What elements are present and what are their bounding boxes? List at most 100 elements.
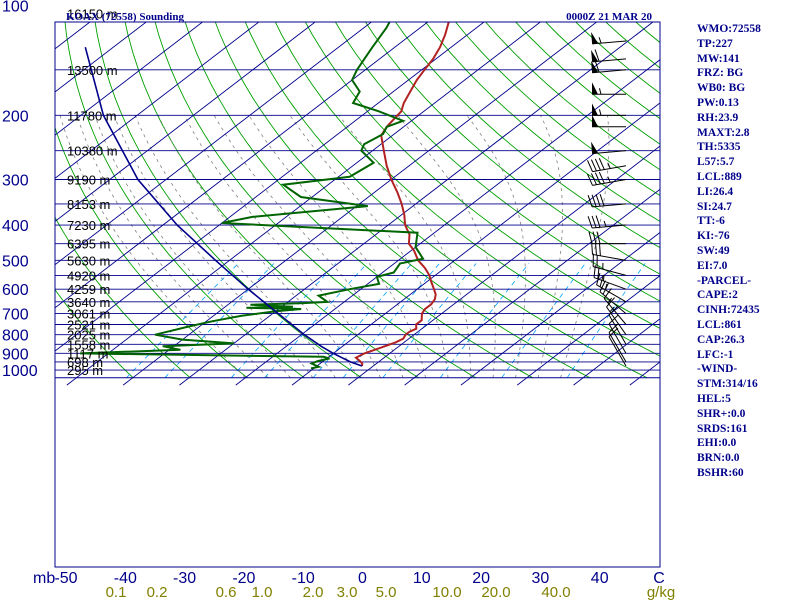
barb-staff xyxy=(608,336,627,367)
isotherm xyxy=(55,22,147,93)
wind-barb xyxy=(592,82,626,95)
mixing-ratio-tick-label: 5.0 xyxy=(376,584,397,600)
barb-pennant xyxy=(592,114,598,127)
barb-half-flag xyxy=(607,176,611,183)
isotherm xyxy=(66,22,542,386)
barb-flag xyxy=(603,288,612,299)
sounding-index: PW:0.13 xyxy=(697,96,739,109)
height-label: 698 m xyxy=(67,355,103,370)
dewpoint-trace xyxy=(80,22,425,370)
grid-layer xyxy=(55,22,660,386)
temperature-tick-label: 0 xyxy=(358,570,367,587)
pressure-tick-label: 900 xyxy=(2,346,29,363)
barb-flag xyxy=(599,193,605,206)
barb-flag xyxy=(599,274,604,287)
temperature-tick-label: C xyxy=(653,570,665,587)
barb-flag xyxy=(593,265,596,278)
barb-flag xyxy=(595,194,601,207)
mixing-ratio-line xyxy=(312,263,413,379)
isotherm xyxy=(55,22,429,309)
moist-adiabat xyxy=(113,115,314,379)
sounding-index: -WIND- xyxy=(697,363,738,376)
dry-adiabat xyxy=(424,22,660,222)
barb-staff xyxy=(599,291,627,314)
sounding-index: TT:-6 xyxy=(697,215,725,228)
chart-datetime: 0000Z 21 MAR 20 xyxy=(566,11,652,23)
sounding-index: MAXT:2.8 xyxy=(697,126,750,139)
barb-staff xyxy=(592,224,627,229)
sounding-index: LFC:-1 xyxy=(697,348,734,361)
barb-flag xyxy=(587,216,593,229)
barb-flag xyxy=(608,314,619,325)
barb-flag xyxy=(606,297,615,308)
mixing-ratio-tick-label: 0.6 xyxy=(216,584,237,600)
moist-adiabat xyxy=(248,115,426,378)
temperature-tick-label: -50 xyxy=(54,570,77,587)
pressure-tick-label: 300 xyxy=(2,172,29,189)
isotherm xyxy=(235,59,660,386)
barb-staff xyxy=(608,314,627,345)
mixing-ratio-tick-label: 40.0 xyxy=(541,584,570,600)
moist-adiabat xyxy=(560,115,610,378)
barb-flag xyxy=(598,158,605,170)
pressure-tick-label: 500 xyxy=(2,253,29,270)
moist-adiabat xyxy=(134,115,336,379)
barb-flag xyxy=(591,242,594,255)
sounding-index: HEL:5 xyxy=(697,392,731,405)
isotherm xyxy=(55,22,260,179)
barb-flag xyxy=(587,194,593,208)
wind-barb xyxy=(588,231,626,245)
height-label: 2521 m xyxy=(67,318,110,333)
moist-adiabat xyxy=(213,115,404,378)
barb-half-flag xyxy=(598,37,602,44)
sounding-index: WB0: BG xyxy=(697,82,746,95)
isotherm xyxy=(291,102,660,386)
sounding-index: SI:24.7 xyxy=(697,200,732,213)
height-label: 16150 m xyxy=(67,6,118,21)
dry-adiabat xyxy=(364,22,660,275)
mixing-ratio-tick-label: 0.2 xyxy=(147,584,168,600)
pressure-tick-label: 700 xyxy=(2,307,29,324)
moist-adiabat xyxy=(76,115,269,379)
mixing-ratio-unit-label: g/kg xyxy=(647,584,675,600)
mixing-ratio-line xyxy=(382,263,477,379)
sounding-index: L57:5.7 xyxy=(697,156,735,169)
sounding-indices-panel: WMO:72558 TP:227 MW:141 FRZ: BG WB0: BG PW:0.… xyxy=(697,22,797,481)
temperature-tick-label: -40 xyxy=(114,570,137,587)
barb-half-flag xyxy=(607,162,611,169)
moist-adiabat xyxy=(397,115,496,378)
wind-barb-column xyxy=(587,31,627,367)
barb-flag xyxy=(599,280,606,292)
dry-adiabat xyxy=(485,22,660,171)
plot-frame xyxy=(54,21,661,568)
pressure-tick-label: 100 xyxy=(2,0,29,16)
wind-barb xyxy=(587,215,627,229)
wind-barb xyxy=(591,31,627,45)
barb-half-flag xyxy=(602,274,605,282)
mixing-ratio-line xyxy=(501,263,586,379)
temperature-tick-label: 20 xyxy=(472,570,490,587)
isotherm xyxy=(122,22,598,386)
barb-flag xyxy=(587,160,593,172)
barb-half-flag xyxy=(607,297,613,304)
height-label: 9190 m xyxy=(67,172,110,187)
height-label: 11780 m xyxy=(67,108,117,123)
isotherm xyxy=(55,22,204,136)
barb-pennant xyxy=(591,141,599,154)
dry-adiabat xyxy=(184,22,534,379)
wind-barb xyxy=(592,114,626,128)
barb-flag xyxy=(598,171,605,184)
isotherm xyxy=(55,22,316,223)
sounding-index: TH:5335 xyxy=(697,141,741,154)
moist-adiabat xyxy=(59,115,246,379)
mixing-ratio-tick-label: 3.0 xyxy=(337,584,358,600)
wind-barb xyxy=(591,60,627,74)
height-label: 1117 m xyxy=(67,346,108,361)
dry-adiabat xyxy=(55,216,191,379)
barb-flag xyxy=(602,282,609,295)
dry-adiabat xyxy=(154,22,476,379)
wind-barb xyxy=(603,288,627,325)
pressure-tick-label: 400 xyxy=(2,218,29,235)
barb-flag xyxy=(608,305,619,316)
